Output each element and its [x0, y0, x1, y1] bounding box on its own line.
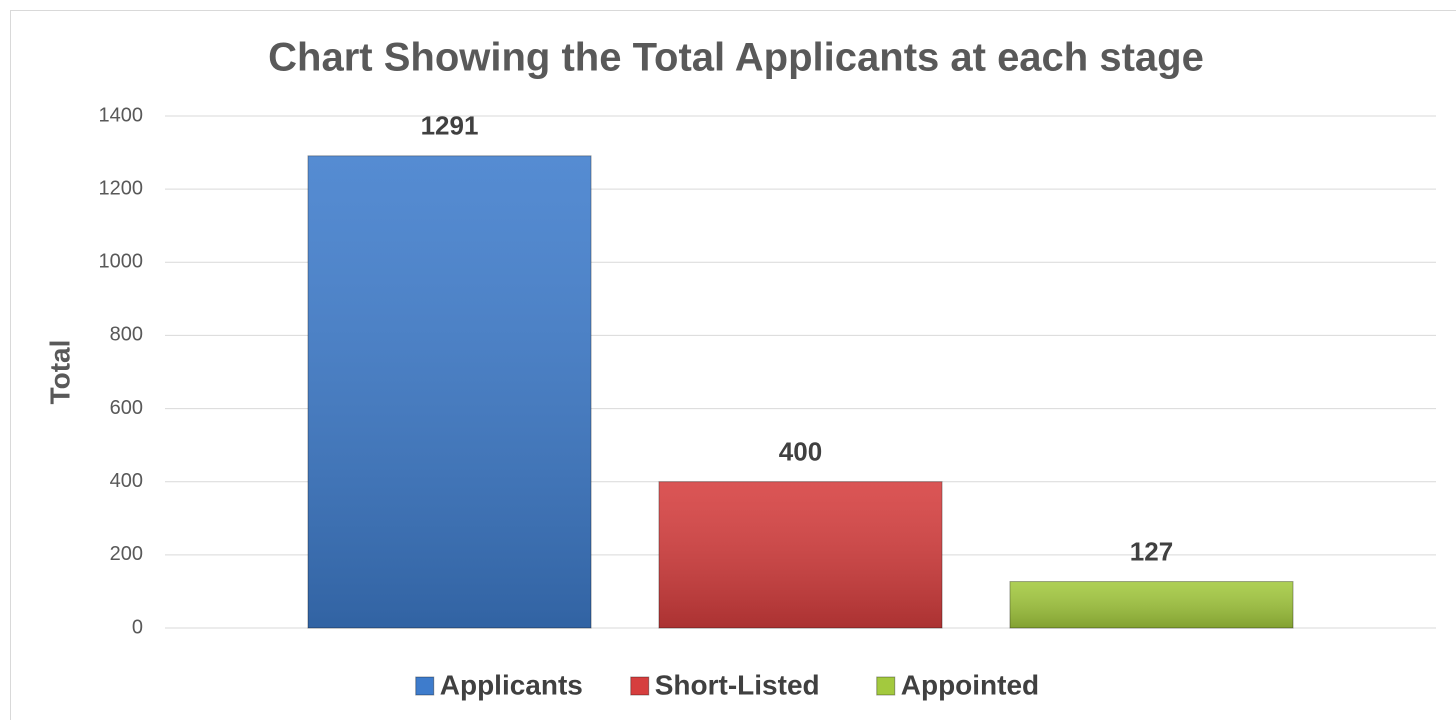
- y-tick-label: 1200: [99, 177, 144, 199]
- legend-swatch: [415, 676, 435, 696]
- y-tick-label: 0: [132, 616, 143, 638]
- legend-swatch: [630, 676, 650, 696]
- data-label: 127: [1130, 536, 1173, 566]
- y-tick-label: 400: [110, 470, 143, 492]
- data-label: 1291: [421, 111, 479, 141]
- y-tick-label: 800: [110, 324, 143, 346]
- chart-title: Chart Showing the Total Applicants at ea…: [268, 36, 1204, 80]
- bar: [307, 155, 592, 629]
- legend-label: Short-Listed: [655, 669, 820, 700]
- data-label: 400: [779, 437, 822, 467]
- legend-label: Appointed: [901, 669, 1039, 700]
- y-tick-label: 1400: [99, 104, 144, 126]
- legend-swatch: [876, 676, 896, 696]
- bar: [658, 481, 943, 629]
- y-tick-label: 200: [110, 543, 143, 565]
- legend-label: Applicants: [440, 669, 583, 700]
- y-tick-label: 1000: [99, 251, 144, 273]
- y-tick-label: 600: [110, 397, 143, 419]
- y-axis-title: Total: [44, 340, 75, 405]
- bar: [1009, 581, 1294, 629]
